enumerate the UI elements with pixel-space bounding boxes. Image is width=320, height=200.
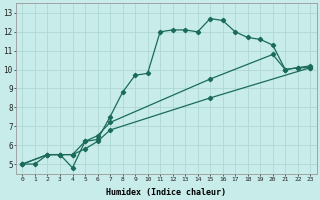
X-axis label: Humidex (Indice chaleur): Humidex (Indice chaleur): [106, 188, 226, 197]
